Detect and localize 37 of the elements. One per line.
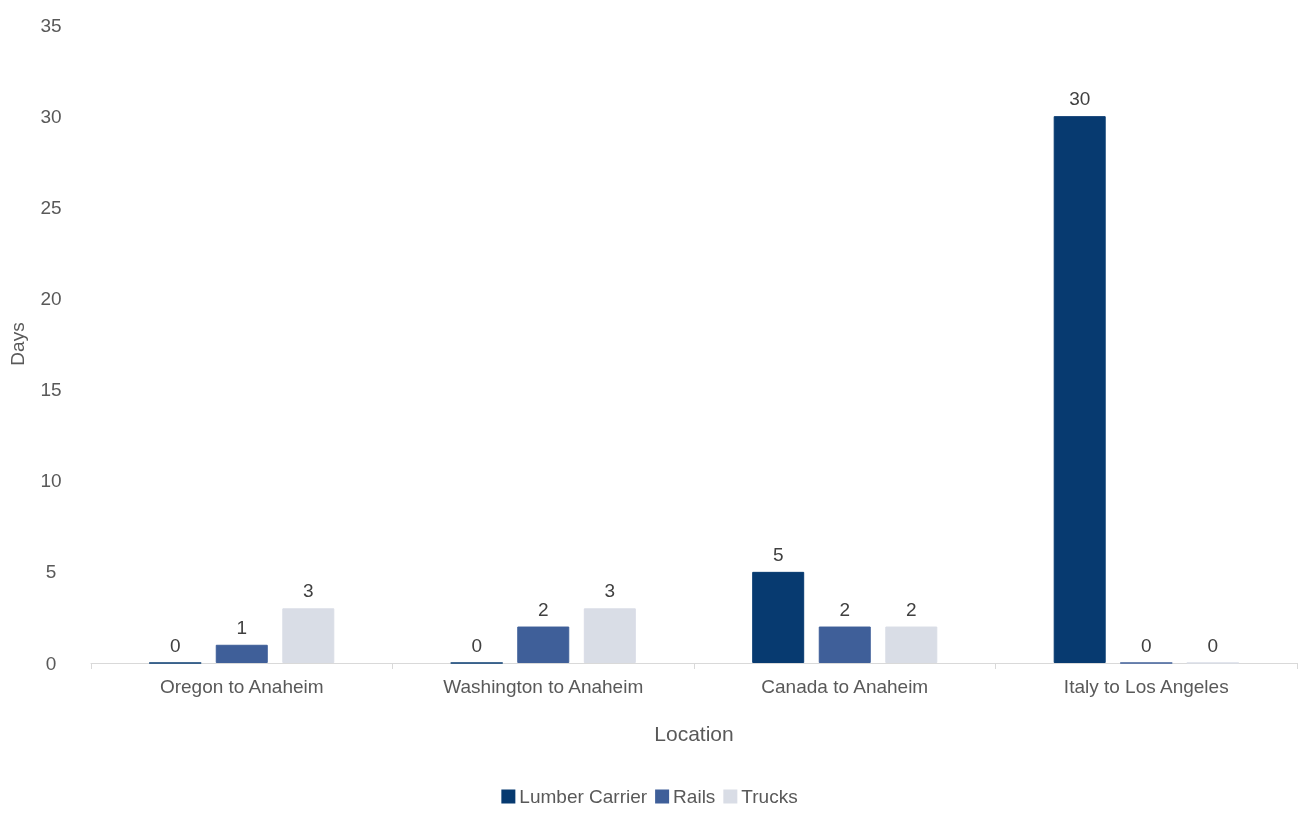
data-label: 0 bbox=[169, 634, 181, 656]
data-label: 0 bbox=[1207, 634, 1219, 656]
data-label: 5 bbox=[772, 543, 784, 565]
y-tick-label: 20 bbox=[40, 287, 62, 309]
data-label: 0 bbox=[471, 634, 482, 656]
x-tick-label: Washington to Anaheim bbox=[443, 676, 644, 697]
y-tick-label: 25 bbox=[40, 196, 62, 218]
y-axis-title: Days bbox=[7, 322, 28, 366]
data-label: 30 bbox=[1069, 88, 1091, 110]
x-tick-label: Canada to Anaheim bbox=[761, 676, 929, 697]
data-label: 3 bbox=[303, 580, 314, 602]
data-label: 2 bbox=[839, 598, 851, 620]
bar bbox=[1053, 116, 1106, 663]
legend-label: Lumber Carrier bbox=[519, 786, 648, 807]
y-tick-label: 10 bbox=[40, 470, 62, 492]
y-tick-label: 15 bbox=[40, 379, 62, 401]
bar bbox=[818, 626, 871, 663]
x-tick-label: Oregon to Anaheim bbox=[159, 676, 324, 697]
data-label: 1 bbox=[236, 616, 248, 638]
y-tick-label: 30 bbox=[40, 105, 62, 127]
bar bbox=[583, 608, 636, 663]
x-axis-title: Location bbox=[654, 722, 734, 745]
bar bbox=[517, 626, 570, 663]
legend-label: Trucks bbox=[741, 786, 798, 807]
y-tick-label: 0 bbox=[45, 652, 57, 674]
x-tick-label: Italy to Los Angeles bbox=[1063, 676, 1229, 697]
data-label: 3 bbox=[604, 580, 616, 602]
data-label: 2 bbox=[906, 598, 917, 620]
bar bbox=[885, 626, 938, 663]
bar bbox=[282, 608, 335, 663]
data-label: 2 bbox=[537, 598, 549, 620]
y-tick-label: 35 bbox=[40, 14, 62, 36]
data-label: 0 bbox=[1140, 634, 1152, 656]
y-tick-label: 5 bbox=[45, 561, 57, 583]
bar bbox=[215, 644, 268, 663]
legend-label: Rails bbox=[673, 786, 716, 807]
bar bbox=[752, 571, 805, 663]
